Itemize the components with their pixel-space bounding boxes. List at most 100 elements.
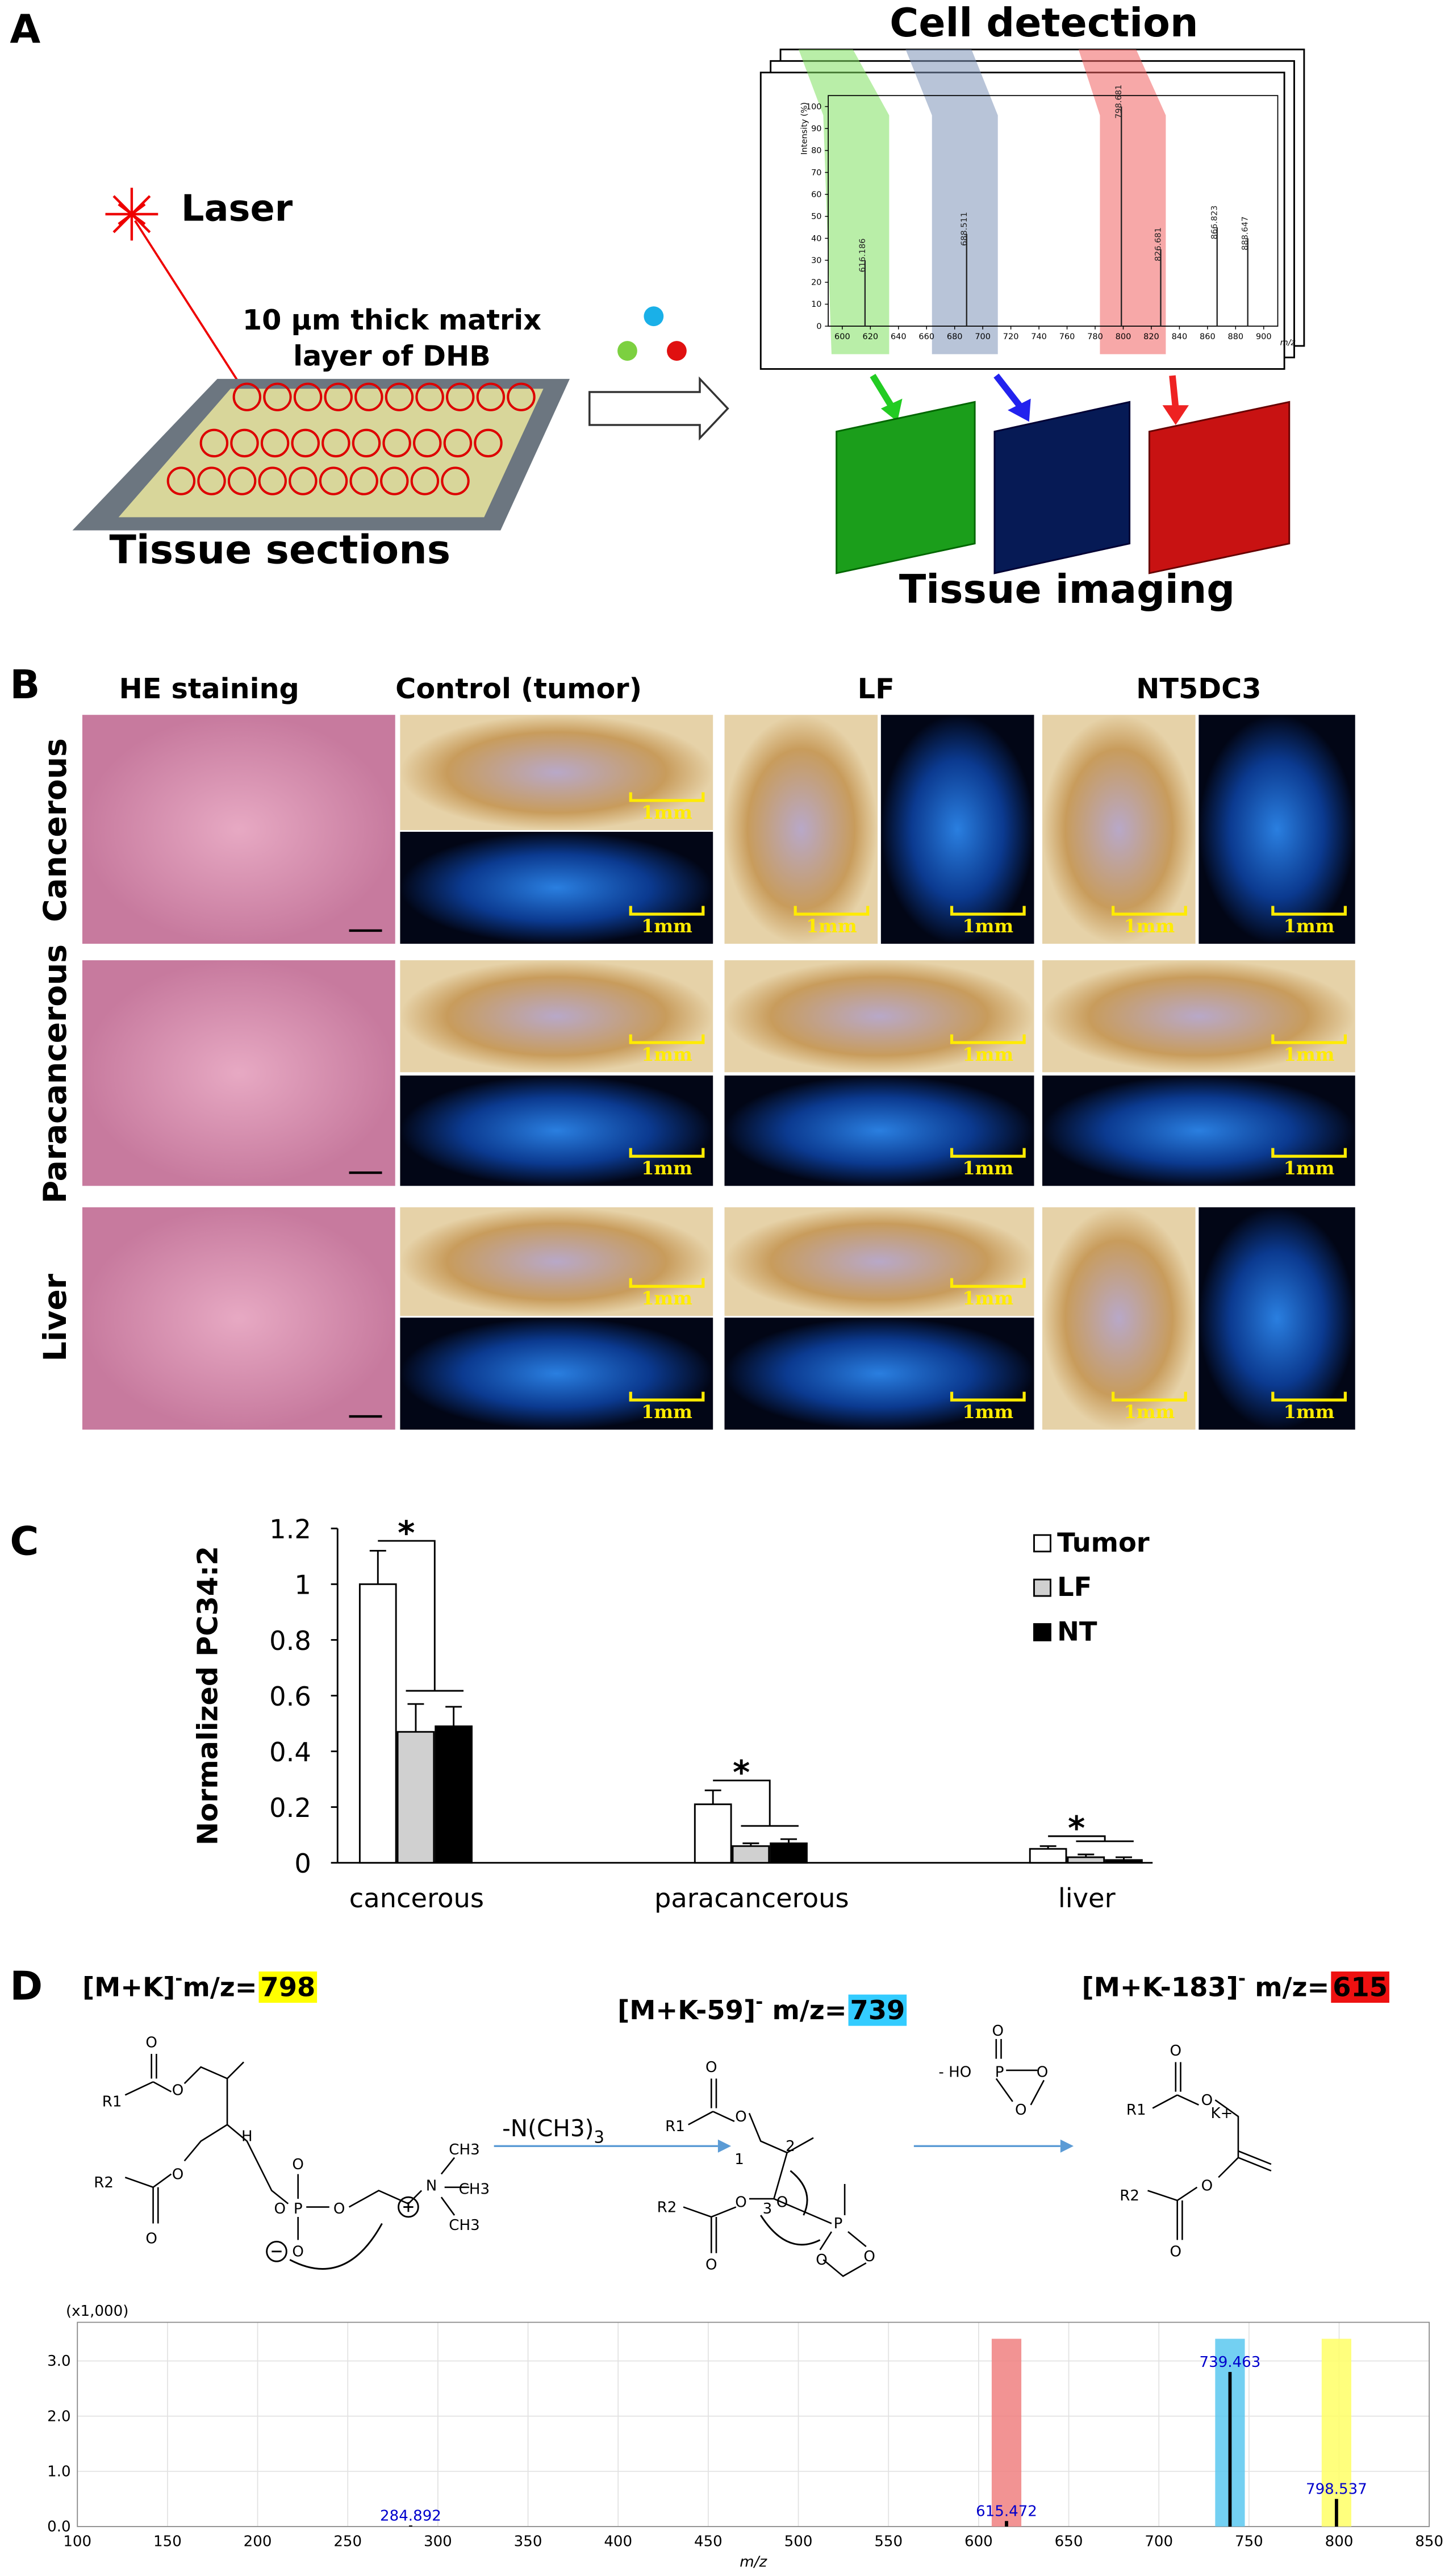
panel-label: D [10, 1963, 43, 2009]
scale-label: 1mm [806, 915, 857, 937]
tissue-image [400, 1207, 713, 1316]
scale-label: 1mm [1124, 915, 1175, 937]
ion-mz-prefix: m/z= [1246, 1972, 1329, 2003]
significance-star: * [398, 1514, 415, 1552]
atom-label: N [426, 2178, 437, 2195]
chemical-bond [995, 2039, 1045, 2106]
panel-label: C [10, 1519, 39, 1565]
scale-label: 1mm [962, 1044, 1013, 1065]
legend-swatch [1033, 1578, 1051, 1597]
plot-frame [77, 2321, 1430, 2527]
x-tick-label: 660 [918, 332, 934, 341]
y-tick-label: 2.0 [47, 2408, 70, 2425]
laser-spot [349, 466, 378, 495]
laser-spot [197, 466, 226, 495]
tissue-image [1042, 1207, 1196, 1430]
mz-highlight [848, 1994, 907, 2026]
column-title: Control (tumor) [395, 672, 642, 705]
atom-label: 1 [734, 2151, 744, 2168]
scale-bar [1271, 1034, 1347, 1044]
laser-spot [415, 382, 444, 411]
x-tick-label: 640 [891, 332, 907, 341]
significance-bracket [378, 1540, 464, 1692]
y-tick-label: 0 [816, 322, 821, 331]
row-label: Paracancerous [37, 944, 73, 1203]
scale-label: 1mm [641, 1287, 692, 1309]
laser-spot [232, 382, 262, 411]
significance-bracket [1048, 1835, 1134, 1843]
laser-spot [443, 428, 473, 458]
ion-charge: - [175, 1968, 182, 1989]
error-bar [780, 1838, 797, 1844]
legend-label: Tumor [1057, 1527, 1150, 1558]
error-bar [407, 1703, 424, 1732]
ion-label: [M+K-59]- m/z= [617, 1991, 847, 2025]
y-axis-label: Normalized PC34:2 [191, 1546, 224, 1845]
x-tick-label: 800 [1325, 2533, 1354, 2550]
row-label: Liver [37, 1274, 73, 1361]
atom-label: R1 [1126, 2102, 1146, 2119]
scale-bar [950, 1278, 1026, 1288]
column-title: LF [858, 672, 895, 705]
scale-bar [629, 1278, 705, 1288]
x-tick-label: 860 [1200, 332, 1216, 341]
scale-bar [1112, 906, 1187, 916]
color-dot [667, 341, 687, 361]
panel-label: A [10, 6, 40, 52]
laser-spot [319, 466, 348, 495]
peak-label: 688.511 [960, 212, 969, 246]
red-band [1078, 49, 1166, 355]
ion-mz: 739 [850, 1995, 905, 2025]
y-tick-label: 40 [811, 234, 821, 243]
x-tick-label: 760 [1059, 332, 1075, 341]
laser-spot [321, 428, 350, 458]
y-tick-label: 10 [811, 300, 821, 309]
reaction-arrow-head [717, 2139, 732, 2153]
laser-spot [413, 428, 442, 458]
scale-bar [1271, 1148, 1347, 1158]
atom-label: O [1015, 2102, 1027, 2119]
atom-label: O [172, 2166, 184, 2183]
error-bar [445, 1706, 462, 1727]
scale-label: 1mm [641, 1401, 692, 1423]
x-tick-label: 600 [964, 2533, 993, 2550]
process-arrow [588, 376, 729, 441]
x-tick-label: 720 [1003, 332, 1019, 341]
tissue-image [724, 960, 1034, 1073]
laser-spot [474, 428, 503, 458]
scale-label: 1mm [641, 1044, 692, 1065]
color-dot [617, 341, 637, 361]
x-tick-label: 250 [333, 2533, 362, 2550]
atom-label: O [1201, 2178, 1213, 2195]
x-tick-label: 700 [975, 332, 991, 341]
legend-swatch [1033, 1623, 1051, 1641]
x-tick-label: 500 [784, 2533, 813, 2550]
laser-spot [380, 466, 409, 495]
bar [694, 1803, 732, 1864]
peak-label: 826.681 [1154, 227, 1163, 261]
loss-label: -N(CH3)3 [502, 2115, 604, 2147]
laser-burst [105, 187, 158, 241]
y-tick-label: 1 [294, 1570, 311, 1600]
x-axis-label: m/z [1280, 338, 1296, 347]
ion-charge: - [1238, 1968, 1246, 1989]
cell-detection-title: Cell detection [890, 0, 1198, 46]
atom-label: P [834, 2215, 843, 2232]
atom-label: R2 [94, 2174, 114, 2191]
x-tick-label: 880 [1227, 332, 1243, 341]
laser-spot [289, 466, 318, 495]
x-tick-label: 740 [1031, 332, 1047, 341]
atom-label: R2 [1120, 2187, 1139, 2204]
y-tick-label: 90 [811, 124, 821, 134]
tissue-image [82, 1207, 395, 1430]
atom-label: O [776, 2194, 788, 2211]
y-tick-label: 0.6 [269, 1681, 311, 1712]
x-tick-label: cancerous [349, 1883, 484, 1914]
error-bar [1039, 1845, 1057, 1849]
scale-bar [1112, 1391, 1187, 1402]
atom-label: O [705, 2257, 717, 2274]
loss-subscript: 3 [594, 2128, 604, 2147]
x-tick-label: 780 [1087, 332, 1103, 341]
y-tick-label: 3.0 [47, 2353, 70, 2370]
